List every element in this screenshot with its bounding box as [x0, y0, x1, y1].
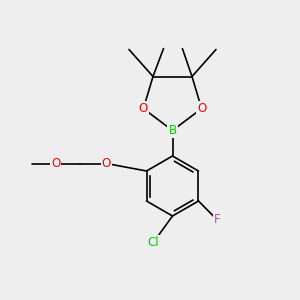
Text: B: B	[168, 124, 177, 137]
Text: O: O	[197, 102, 206, 115]
Text: O: O	[102, 157, 111, 170]
Text: O: O	[51, 157, 60, 170]
Text: F: F	[214, 213, 220, 226]
Text: Cl: Cl	[148, 236, 159, 249]
Text: O: O	[139, 102, 148, 115]
